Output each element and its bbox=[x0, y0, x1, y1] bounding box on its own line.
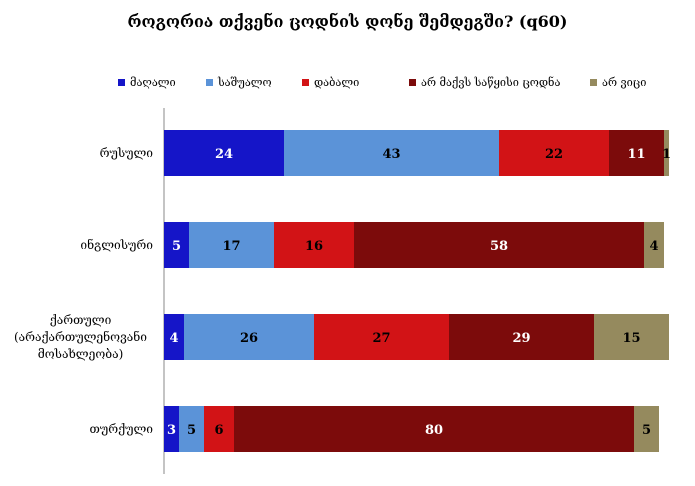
bar-segment bbox=[184, 314, 314, 360]
data-label: 11 bbox=[627, 147, 645, 162]
data-label: 80 bbox=[425, 423, 443, 438]
bar-segment bbox=[204, 406, 234, 452]
legend-label: მაღალი bbox=[130, 76, 176, 89]
legend-swatch bbox=[206, 79, 213, 86]
data-label: 5 bbox=[172, 239, 181, 254]
bar-segment bbox=[164, 130, 284, 176]
chart-title: როგორია თქვენი ცოდნის დონე შემდეგში? (q6… bbox=[127, 12, 568, 31]
data-label: 4 bbox=[169, 331, 178, 346]
data-label: 15 bbox=[622, 331, 640, 346]
data-label: 1 bbox=[662, 147, 671, 162]
bar-segment bbox=[634, 406, 659, 452]
data-label: 26 bbox=[240, 331, 258, 346]
legend-item: საშუალო bbox=[206, 76, 272, 89]
bar-segment bbox=[284, 130, 499, 176]
category-label-line: თურქული bbox=[89, 421, 154, 436]
legend-swatch bbox=[118, 79, 125, 86]
category-label-line: რუსული bbox=[99, 145, 153, 160]
category-label-line: ქართული bbox=[49, 312, 112, 327]
bar-segment bbox=[234, 406, 634, 452]
bar-segment bbox=[179, 406, 204, 452]
bar-segment bbox=[164, 222, 189, 268]
data-label: 22 bbox=[545, 147, 563, 162]
legend-label: დაბალი bbox=[314, 76, 360, 89]
data-label: 24 bbox=[215, 147, 233, 162]
legend-swatch bbox=[590, 79, 597, 86]
bar-segment bbox=[354, 222, 644, 268]
legend-item: არ ვიცი bbox=[590, 76, 646, 89]
data-label: 58 bbox=[490, 239, 508, 254]
data-label: 17 bbox=[222, 239, 240, 254]
category-label-line: მოსახლეობა) bbox=[37, 346, 124, 361]
data-label: 27 bbox=[372, 331, 390, 346]
bar-segment bbox=[189, 222, 274, 268]
category-label: ინგლისური bbox=[8, 237, 153, 254]
bar-segment bbox=[274, 222, 354, 268]
data-label: 3 bbox=[167, 423, 176, 438]
bar-segment bbox=[164, 314, 184, 360]
data-label: 16 bbox=[305, 239, 323, 254]
legend-swatch bbox=[409, 79, 416, 86]
bar-segment bbox=[499, 130, 609, 176]
legend-item: დაბალი bbox=[302, 76, 359, 89]
legend-label: საშუალო bbox=[218, 76, 272, 89]
bar-segment bbox=[314, 314, 449, 360]
legend: მაღალი საშუალო დაბალი არ მაქვს საწყისი ცოდნ… bbox=[0, 76, 695, 92]
legend-item: არ მაქვს საწყისი ცოდნა bbox=[409, 76, 560, 89]
bar-segment bbox=[609, 130, 664, 176]
bar-segment bbox=[164, 406, 179, 452]
data-label: 29 bbox=[512, 331, 530, 346]
category-label-line: (არაქართულენოვანი bbox=[13, 329, 147, 344]
bar-segment bbox=[449, 314, 594, 360]
category-label: ქართული (არაქართულენოვანი მოსახლეობა) bbox=[8, 312, 153, 363]
category-label-line: ინგლისური bbox=[80, 237, 153, 252]
legend-label: არ ვიცი bbox=[602, 76, 647, 89]
data-label: 6 bbox=[214, 423, 223, 438]
legend-label: არ მაქვს საწყისი ცოდნა bbox=[421, 76, 561, 89]
data-label: 5 bbox=[187, 423, 196, 438]
data-label: 4 bbox=[649, 239, 658, 254]
data-label: 5 bbox=[642, 423, 651, 438]
category-label: თურქული bbox=[8, 421, 154, 438]
category-label: რუსული bbox=[8, 145, 153, 162]
bar-segment bbox=[644, 222, 664, 268]
bar-segment bbox=[664, 130, 669, 176]
data-label: 43 bbox=[382, 147, 400, 162]
legend-item: მაღალი bbox=[118, 76, 176, 89]
legend-swatch bbox=[302, 79, 309, 86]
bar-segment bbox=[594, 314, 669, 360]
